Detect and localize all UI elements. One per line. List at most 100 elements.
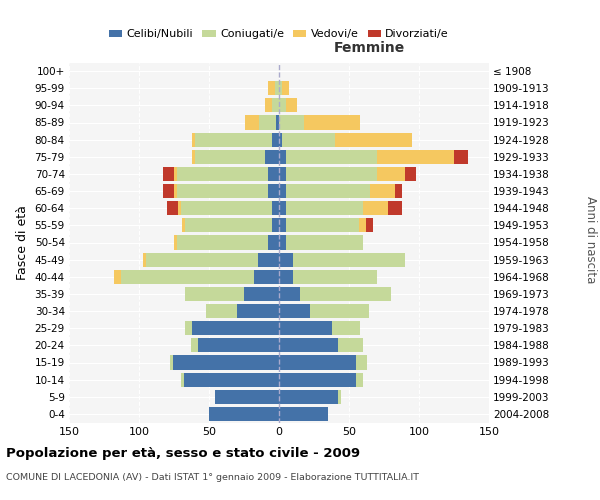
Bar bbox=[279, 150, 286, 164]
Bar bbox=[293, 270, 377, 284]
Bar bbox=[310, 304, 368, 318]
Bar bbox=[395, 184, 402, 198]
Bar bbox=[279, 201, 286, 215]
Bar bbox=[279, 167, 286, 181]
Bar bbox=[405, 167, 416, 181]
Bar bbox=[279, 270, 293, 284]
Bar bbox=[268, 236, 279, 250]
Bar bbox=[177, 167, 268, 181]
Bar bbox=[279, 184, 286, 198]
Bar bbox=[377, 150, 454, 164]
Bar bbox=[286, 236, 363, 250]
Bar bbox=[454, 150, 468, 164]
Bar bbox=[272, 98, 279, 112]
Bar bbox=[174, 184, 177, 198]
Bar bbox=[279, 321, 332, 335]
Bar bbox=[272, 132, 279, 146]
Bar bbox=[244, 287, 279, 301]
Bar bbox=[185, 287, 244, 301]
Bar bbox=[286, 150, 377, 164]
Bar bbox=[191, 338, 198, 352]
Bar bbox=[272, 218, 279, 232]
Bar bbox=[268, 184, 279, 198]
Bar bbox=[206, 304, 237, 318]
Text: Femmine: Femmine bbox=[334, 42, 405, 56]
Bar bbox=[192, 150, 195, 164]
Bar bbox=[359, 218, 366, 232]
Bar bbox=[356, 372, 363, 386]
Bar bbox=[182, 218, 185, 232]
Bar bbox=[279, 390, 338, 404]
Bar bbox=[279, 218, 286, 232]
Text: COMUNE DI LACEDONIA (AV) - Dati ISTAT 1° gennaio 2009 - Elaborazione TUTTITALIA.: COMUNE DI LACEDONIA (AV) - Dati ISTAT 1°… bbox=[6, 472, 419, 482]
Bar bbox=[185, 218, 272, 232]
Bar bbox=[338, 338, 363, 352]
Bar bbox=[366, 218, 373, 232]
Bar bbox=[163, 184, 174, 198]
Bar bbox=[254, 270, 279, 284]
Bar bbox=[268, 81, 275, 95]
Bar bbox=[167, 201, 178, 215]
Bar bbox=[195, 132, 272, 146]
Bar bbox=[215, 390, 279, 404]
Bar bbox=[192, 321, 279, 335]
Bar bbox=[272, 201, 279, 215]
Bar bbox=[282, 81, 289, 95]
Bar bbox=[279, 132, 282, 146]
Bar bbox=[286, 201, 363, 215]
Bar bbox=[286, 184, 370, 198]
Bar bbox=[163, 167, 174, 181]
Bar bbox=[286, 218, 359, 232]
Bar bbox=[279, 407, 328, 421]
Bar bbox=[377, 167, 405, 181]
Bar bbox=[209, 407, 279, 421]
Bar bbox=[184, 372, 279, 386]
Bar bbox=[114, 270, 121, 284]
Bar bbox=[276, 116, 279, 130]
Bar bbox=[279, 98, 286, 112]
Bar bbox=[279, 236, 286, 250]
Y-axis label: Fasce di età: Fasce di età bbox=[16, 205, 29, 280]
Bar bbox=[177, 236, 268, 250]
Bar bbox=[279, 116, 304, 130]
Bar bbox=[279, 252, 293, 266]
Bar bbox=[173, 356, 279, 370]
Bar bbox=[177, 184, 268, 198]
Text: Anni di nascita: Anni di nascita bbox=[584, 196, 597, 284]
Bar bbox=[279, 304, 310, 318]
Bar bbox=[268, 167, 279, 181]
Bar bbox=[146, 252, 258, 266]
Bar bbox=[265, 150, 279, 164]
Bar bbox=[279, 356, 356, 370]
Legend: Celibi/Nubili, Coniugati/e, Vedovi/e, Divorziati/e: Celibi/Nubili, Coniugati/e, Vedovi/e, Di… bbox=[104, 25, 454, 44]
Bar bbox=[332, 321, 360, 335]
Bar bbox=[198, 338, 279, 352]
Bar bbox=[335, 132, 412, 146]
Bar bbox=[282, 132, 335, 146]
Bar bbox=[338, 390, 341, 404]
Bar bbox=[265, 98, 272, 112]
Bar bbox=[181, 372, 184, 386]
Bar bbox=[363, 201, 388, 215]
Bar bbox=[279, 372, 356, 386]
Bar bbox=[181, 201, 272, 215]
Bar bbox=[286, 98, 297, 112]
Bar bbox=[245, 116, 259, 130]
Bar bbox=[174, 167, 177, 181]
Bar bbox=[304, 116, 360, 130]
Bar bbox=[185, 321, 192, 335]
Bar bbox=[143, 252, 146, 266]
Bar bbox=[388, 201, 402, 215]
Bar bbox=[293, 252, 405, 266]
Bar bbox=[121, 270, 254, 284]
Bar bbox=[286, 167, 377, 181]
Bar bbox=[174, 236, 177, 250]
Bar bbox=[275, 81, 279, 95]
Bar bbox=[195, 150, 265, 164]
Bar bbox=[258, 252, 279, 266]
Bar bbox=[279, 287, 300, 301]
Bar bbox=[356, 356, 367, 370]
Bar bbox=[170, 356, 173, 370]
Bar bbox=[300, 287, 391, 301]
Bar bbox=[192, 132, 195, 146]
